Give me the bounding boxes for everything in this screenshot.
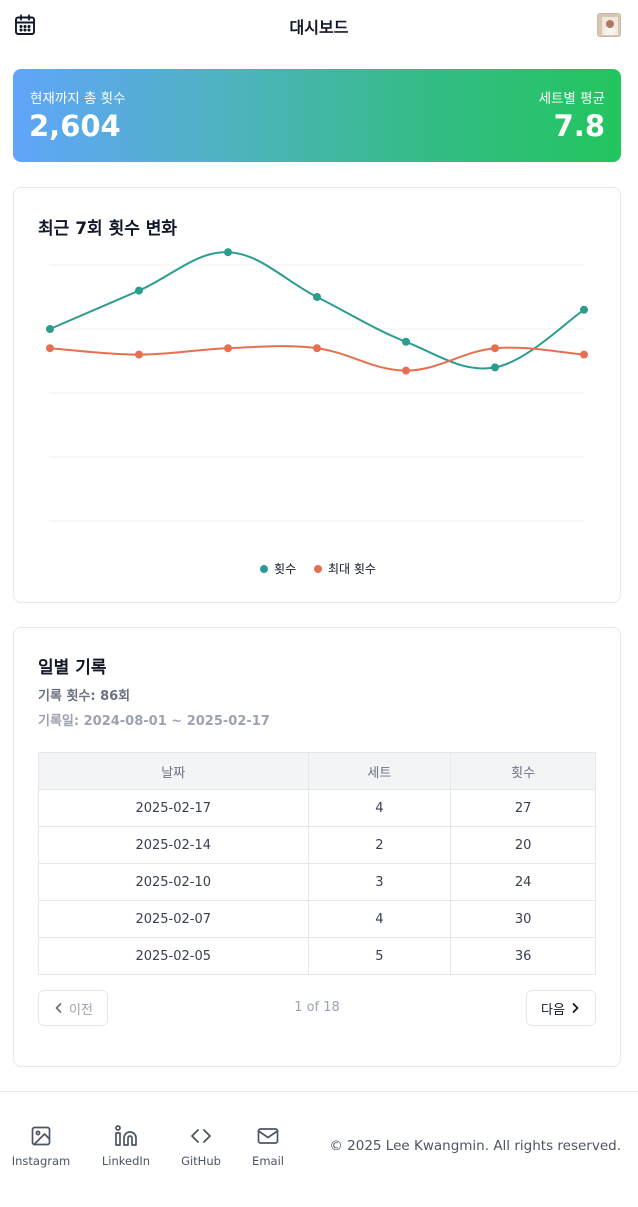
legend-dot-reps [260, 565, 269, 573]
prev-page-button[interactable]: 이전 [38, 990, 108, 1026]
cell-date: 2025-02-10 [38, 863, 309, 901]
legend-dot-max-reps [313, 565, 322, 573]
cell-reps: 27 [450, 789, 596, 827]
footer-link-label: Email [252, 1154, 284, 1168]
chart-legend: 횟수 최대 횟수 [14, 560, 622, 577]
table-row[interactable]: 2025-02-14 2 20 [38, 826, 596, 864]
data-point-reps-1[interactable] [46, 325, 54, 333]
cell-date: 2025-02-17 [38, 789, 309, 827]
cell-date: 2025-02-07 [38, 900, 309, 938]
data-point-reps-3[interactable] [224, 248, 232, 257]
data-point-max-reps-1[interactable] [46, 344, 54, 353]
column-header-reps[interactable]: 횟수 [450, 752, 596, 790]
cell-sets: 3 [307, 863, 452, 901]
footer-link-email[interactable]: Email [238, 1124, 298, 1168]
summary-banner: 현재까지 총 횟수 2,604 세트별 평균 7.8 [13, 69, 621, 162]
table-row[interactable]: 2025-02-17 4 27 [38, 789, 596, 827]
avatar[interactable] [597, 13, 621, 37]
chart-card: 최근 7회 횟수 변화 횟수 최대 횟수 [13, 187, 621, 603]
records-date-range: 기록일: 2024-08-01 ~ 2025-02-17 [38, 714, 270, 729]
cell-reps: 36 [450, 937, 596, 975]
cell-sets: 4 [307, 900, 452, 938]
total-count-label: 현재까지 총 횟수 [30, 91, 126, 107]
page-title: 대시보드 [289, 18, 349, 37]
chevron-right-icon [572, 1003, 579, 1013]
footer-link-label: Instagram [11, 1154, 71, 1168]
footer-link-label: LinkedIn [101, 1154, 151, 1168]
records-title: 일별 기록 [38, 658, 107, 678]
footer-link-label: GitHub [181, 1154, 221, 1168]
cell-sets: 2 [307, 826, 452, 864]
set-average-label: 세트별 평균 [538, 91, 605, 107]
cell-date: 2025-02-05 [38, 937, 309, 975]
footer: Instagram LinkedIn GitHub Email © 2025 L… [0, 1091, 638, 1207]
data-point-reps-5[interactable] [402, 337, 410, 346]
legend-label-max-reps: 최대 횟수 [327, 562, 376, 576]
column-header-date[interactable]: 날짜 [38, 752, 309, 790]
data-point-max-reps-3[interactable] [224, 344, 232, 353]
data-point-max-reps-2[interactable] [135, 350, 143, 359]
image-icon [31, 1126, 51, 1146]
cell-reps: 20 [450, 826, 596, 864]
footer-link-instagram[interactable]: Instagram [11, 1124, 71, 1168]
chevron-left-icon [55, 1003, 62, 1013]
chart-title: 최근 7회 횟수 변화 [38, 219, 178, 239]
copyright-text: © 2025 Lee Kwangmin. All rights reserved… [329, 1138, 621, 1154]
total-count-value: 2,604 [29, 109, 121, 143]
linkedin-icon [115, 1125, 137, 1146]
app-header: 대시보드 [0, 0, 638, 50]
daily-records-card: 일별 기록 기록 횟수: 86회 기록일: 2024-08-01 ~ 2025-… [13, 627, 621, 1067]
legend-item-max-reps[interactable]: 최대 횟수 [313, 560, 376, 577]
column-header-sets[interactable]: 세트 [307, 752, 452, 790]
page-info: 1 of 18 [294, 1000, 340, 1015]
data-point-reps-6[interactable] [491, 363, 499, 372]
legend-item-reps[interactable]: 횟수 [260, 560, 296, 577]
data-point-reps-4[interactable] [313, 293, 321, 301]
prev-page-label: 이전 [69, 1002, 93, 1018]
data-point-max-reps-4[interactable] [313, 344, 321, 353]
records-count: 기록 횟수: 86회 [38, 689, 131, 704]
data-point-max-reps-7[interactable] [580, 350, 588, 359]
line-chart [46, 248, 588, 522]
table-row[interactable]: 2025-02-07 4 30 [38, 900, 596, 938]
cell-sets: 5 [307, 937, 452, 975]
table-row[interactable]: 2025-02-05 5 36 [38, 937, 596, 975]
next-page-label: 다음 [541, 1002, 565, 1018]
records-table: 날짜 세트 횟수 2025-02-17 4 27 2025-02-14 2 20… [38, 752, 596, 975]
calendar-icon[interactable] [13, 13, 37, 37]
cell-reps: 24 [450, 863, 596, 901]
cell-sets: 4 [307, 789, 452, 827]
cell-reps: 30 [450, 900, 596, 938]
cell-date: 2025-02-14 [38, 826, 309, 864]
data-point-max-reps-5[interactable] [402, 366, 410, 375]
next-page-button[interactable]: 다음 [526, 990, 596, 1026]
data-point-reps-7[interactable] [580, 305, 588, 314]
data-point-max-reps-6[interactable] [491, 344, 499, 353]
mail-icon [257, 1128, 279, 1144]
data-point-reps-2[interactable] [135, 286, 143, 295]
table-header-row: 날짜 세트 횟수 [38, 752, 596, 790]
footer-link-linkedin[interactable]: LinkedIn [96, 1124, 156, 1168]
legend-label-reps: 횟수 [274, 562, 297, 576]
set-average-value: 7.8 [553, 109, 605, 143]
table-row[interactable]: 2025-02-10 3 24 [38, 863, 596, 901]
footer-link-github[interactable]: GitHub [171, 1124, 231, 1168]
pagination: 이전 1 of 18 다음 [38, 990, 596, 1026]
code-icon [191, 1129, 211, 1143]
